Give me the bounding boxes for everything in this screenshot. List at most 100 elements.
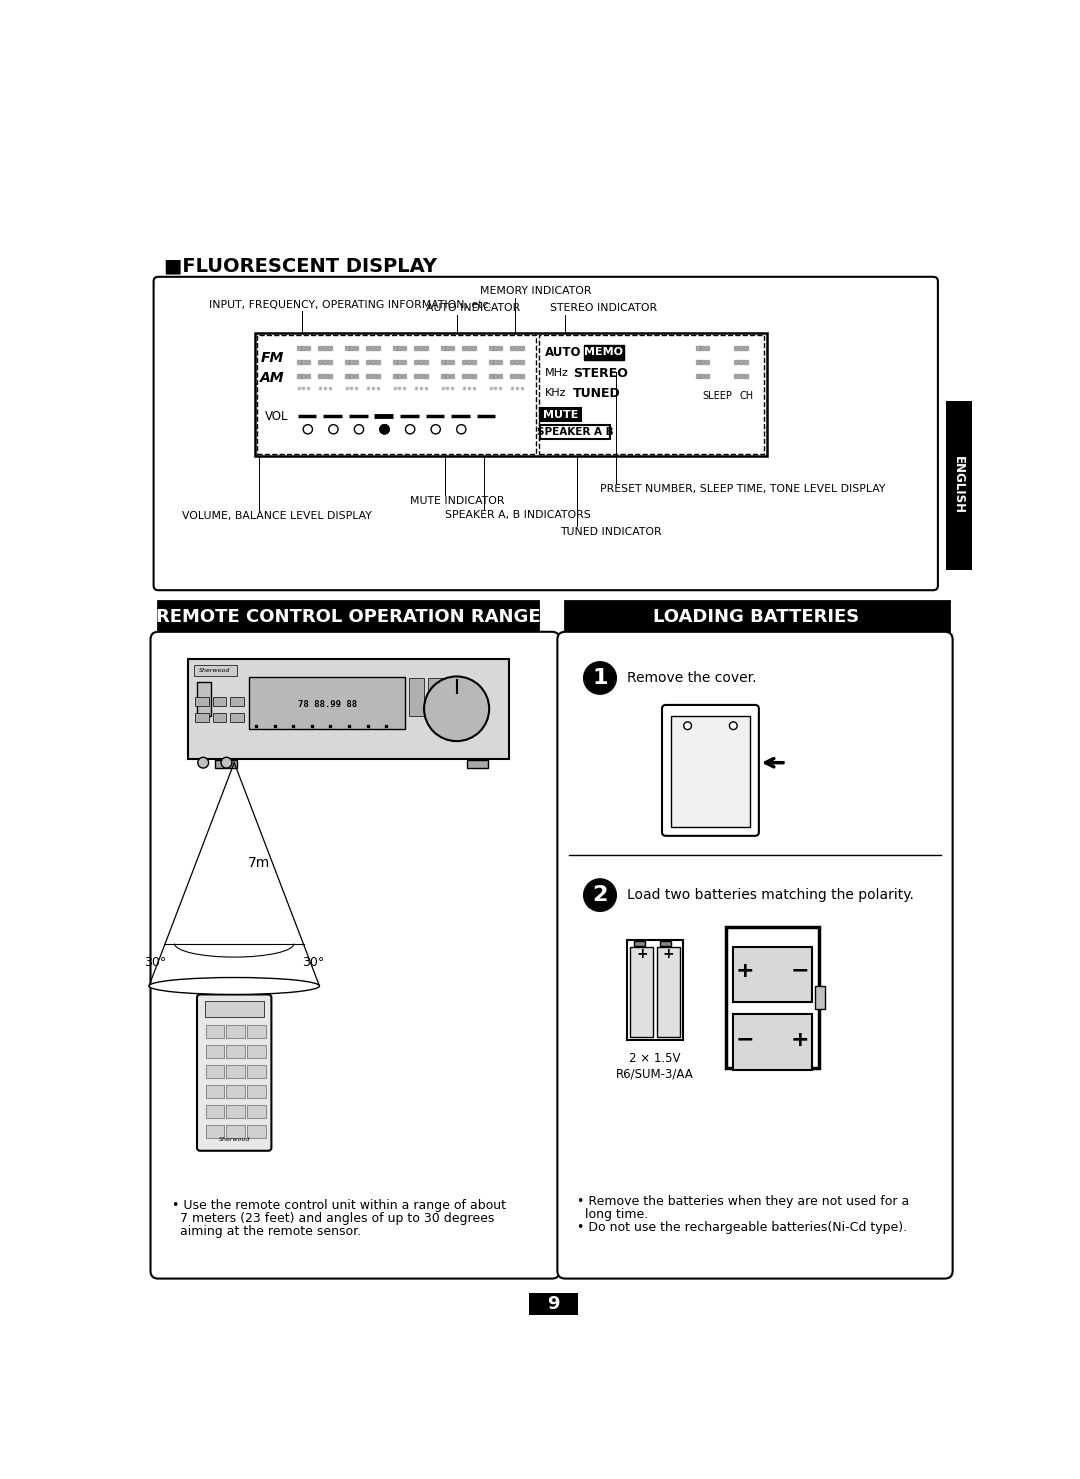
- FancyBboxPatch shape: [946, 401, 972, 571]
- FancyBboxPatch shape: [227, 1065, 245, 1078]
- FancyBboxPatch shape: [733, 1015, 811, 1069]
- FancyBboxPatch shape: [194, 666, 237, 676]
- Text: Load two batteries matching the polarity.: Load two batteries matching the polarity…: [627, 887, 914, 902]
- Text: 9: 9: [548, 1296, 559, 1313]
- Circle shape: [328, 424, 338, 433]
- FancyBboxPatch shape: [247, 1086, 266, 1097]
- Text: 30°: 30°: [144, 957, 166, 969]
- Text: Sherwood: Sherwood: [199, 669, 230, 673]
- FancyBboxPatch shape: [565, 600, 948, 633]
- Text: ENGLISH: ENGLISH: [953, 457, 966, 515]
- FancyBboxPatch shape: [727, 927, 819, 1068]
- Text: 1: 1: [592, 669, 608, 688]
- Text: • Remove the batteries when they are not used for a: • Remove the batteries when they are not…: [577, 1195, 909, 1208]
- FancyBboxPatch shape: [150, 632, 559, 1278]
- Text: LOADING BATTERIES: LOADING BATTERIES: [653, 608, 860, 626]
- FancyBboxPatch shape: [248, 677, 405, 729]
- FancyBboxPatch shape: [205, 1105, 225, 1118]
- FancyBboxPatch shape: [467, 760, 488, 768]
- FancyBboxPatch shape: [227, 1086, 245, 1097]
- Circle shape: [424, 676, 489, 741]
- FancyBboxPatch shape: [247, 1046, 266, 1057]
- FancyBboxPatch shape: [205, 1001, 264, 1016]
- FancyBboxPatch shape: [197, 682, 211, 716]
- FancyBboxPatch shape: [215, 760, 237, 768]
- FancyBboxPatch shape: [540, 426, 610, 439]
- FancyBboxPatch shape: [213, 713, 227, 722]
- Circle shape: [405, 424, 415, 433]
- FancyBboxPatch shape: [631, 948, 653, 1037]
- Text: 7 meters (23 feet) and angles of up to 30 degrees: 7 meters (23 feet) and angles of up to 3…: [172, 1211, 495, 1225]
- FancyBboxPatch shape: [583, 345, 624, 359]
- FancyBboxPatch shape: [247, 1065, 266, 1078]
- Text: AM: AM: [260, 371, 284, 385]
- Text: SLEEP: SLEEP: [702, 390, 732, 401]
- FancyBboxPatch shape: [230, 713, 243, 722]
- FancyBboxPatch shape: [428, 677, 444, 716]
- FancyBboxPatch shape: [657, 948, 679, 1037]
- Text: CH: CH: [740, 390, 754, 401]
- Text: FM: FM: [260, 351, 284, 365]
- FancyBboxPatch shape: [408, 677, 424, 716]
- Circle shape: [583, 661, 617, 695]
- FancyBboxPatch shape: [195, 713, 210, 722]
- FancyBboxPatch shape: [733, 947, 811, 1003]
- FancyBboxPatch shape: [529, 1293, 578, 1315]
- FancyBboxPatch shape: [227, 1126, 245, 1137]
- Text: 30°: 30°: [302, 957, 324, 969]
- Circle shape: [583, 879, 617, 913]
- Text: PRESET NUMBER, SLEEP TIME, TONE LEVEL DISPLAY: PRESET NUMBER, SLEEP TIME, TONE LEVEL DI…: [600, 484, 886, 494]
- FancyBboxPatch shape: [205, 1086, 225, 1097]
- Circle shape: [380, 424, 389, 433]
- Text: +: +: [662, 947, 674, 961]
- FancyBboxPatch shape: [247, 1105, 266, 1118]
- Circle shape: [457, 424, 465, 433]
- Circle shape: [221, 757, 232, 768]
- FancyBboxPatch shape: [188, 658, 510, 759]
- Text: aiming at the remote sensor.: aiming at the remote sensor.: [172, 1225, 362, 1238]
- Text: 78 88.99 88: 78 88.99 88: [298, 701, 356, 710]
- Text: +: +: [791, 1029, 809, 1050]
- Text: • Do not use the rechargeable batteries(Ni-Cd type).: • Do not use the rechargeable batteries(…: [577, 1222, 907, 1235]
- Text: SPEAKER A, B INDICATORS: SPEAKER A, B INDICATORS: [445, 510, 591, 519]
- Text: KHz: KHz: [545, 387, 567, 398]
- FancyBboxPatch shape: [634, 941, 645, 947]
- Text: MEMO: MEMO: [584, 348, 623, 358]
- Text: REMOTE CONTROL OPERATION RANGE: REMOTE CONTROL OPERATION RANGE: [156, 608, 540, 626]
- Text: TUNED: TUNED: [572, 386, 621, 399]
- Text: INPUT, FREQUENCY, OPERATING INFORMATION, etc.: INPUT, FREQUENCY, OPERATING INFORMATION,…: [208, 300, 491, 309]
- FancyBboxPatch shape: [159, 600, 538, 633]
- Text: +: +: [636, 947, 648, 961]
- FancyBboxPatch shape: [255, 333, 767, 456]
- Text: ■FLUORESCENT DISPLAY: ■FLUORESCENT DISPLAY: [164, 256, 437, 275]
- Text: • Use the remote control unit within a range of about: • Use the remote control unit within a r…: [172, 1199, 507, 1211]
- FancyBboxPatch shape: [227, 1046, 245, 1057]
- Circle shape: [303, 424, 312, 433]
- FancyBboxPatch shape: [205, 1046, 225, 1057]
- FancyBboxPatch shape: [661, 941, 672, 947]
- Text: MUTE: MUTE: [543, 410, 578, 420]
- FancyBboxPatch shape: [540, 408, 581, 422]
- Circle shape: [198, 757, 208, 768]
- FancyBboxPatch shape: [557, 632, 953, 1278]
- FancyBboxPatch shape: [247, 1126, 266, 1137]
- Text: 2: 2: [592, 884, 608, 905]
- FancyBboxPatch shape: [671, 716, 751, 827]
- Text: 2 × 1.5V
R6/SUM-3/AA: 2 × 1.5V R6/SUM-3/AA: [617, 1052, 693, 1080]
- Text: VOLUME, BALANCE LEVEL DISPLAY: VOLUME, BALANCE LEVEL DISPLAY: [181, 512, 372, 521]
- FancyBboxPatch shape: [205, 1126, 225, 1137]
- FancyBboxPatch shape: [153, 277, 937, 590]
- FancyBboxPatch shape: [662, 705, 759, 836]
- Text: +: +: [735, 960, 754, 981]
- Text: SPEAKER A B: SPEAKER A B: [537, 427, 613, 438]
- FancyBboxPatch shape: [257, 336, 537, 454]
- FancyBboxPatch shape: [230, 697, 243, 707]
- FancyBboxPatch shape: [815, 986, 825, 1009]
- FancyBboxPatch shape: [205, 1025, 225, 1038]
- Text: AUTO: AUTO: [545, 346, 581, 359]
- FancyBboxPatch shape: [227, 1025, 245, 1038]
- Text: 7m: 7m: [248, 856, 270, 870]
- Text: STEREO: STEREO: [572, 367, 627, 380]
- Text: MEMORY INDICATOR: MEMORY INDICATOR: [480, 287, 592, 296]
- FancyBboxPatch shape: [195, 697, 210, 707]
